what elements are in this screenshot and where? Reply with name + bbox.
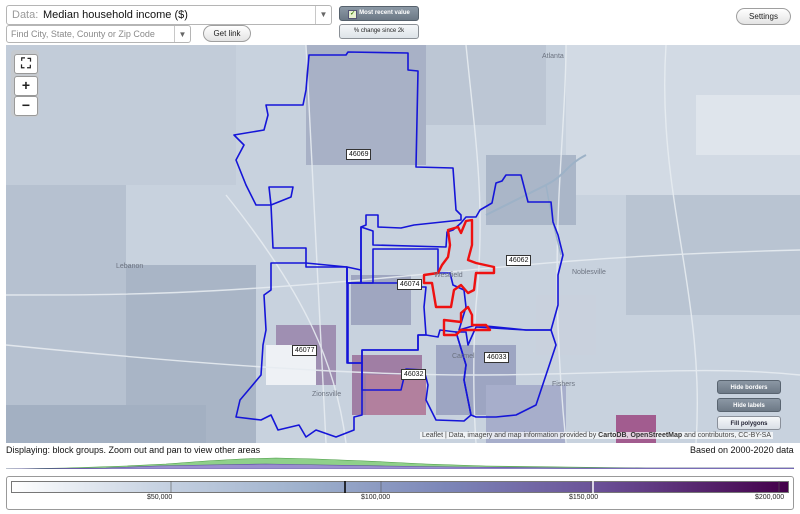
- legend-tick: $50,000: [147, 494, 173, 501]
- value-histogram: [6, 457, 794, 469]
- settings-button[interactable]: Settings: [736, 8, 791, 25]
- attribution-rest: and contributors, CC-BY-SA: [682, 432, 772, 439]
- chevron-down-icon[interactable]: ▼: [174, 26, 190, 42]
- place-label-westfield: Westfield: [434, 272, 463, 279]
- fill-polygons-button[interactable]: Fill polygons: [717, 416, 781, 430]
- get-link-button[interactable]: Get link: [203, 25, 251, 42]
- search-input[interactable]: [11, 29, 171, 39]
- legend-tick: $200,000: [755, 494, 785, 501]
- color-legend[interactable]: $50,000 $100,000 $150,000 $200,000: [6, 476, 794, 510]
- chevron-down-icon[interactable]: ▼: [315, 6, 331, 24]
- checkmark-icon: ✓: [348, 10, 358, 19]
- hide-labels-button[interactable]: Hide labels: [717, 398, 781, 412]
- zip-label-46062[interactable]: 46062: [506, 255, 532, 266]
- carto-link[interactable]: CartoDB: [598, 432, 627, 439]
- most-recent-label: Most recent value: [359, 10, 410, 16]
- displaying-status: Displaying: block groups. Zoom out and p…: [6, 445, 261, 455]
- zip-label-46074[interactable]: 46074: [397, 279, 423, 290]
- fit-bounds-icon[interactable]: ⛶: [14, 54, 38, 74]
- place-label-atlanta: Atlanta: [542, 53, 564, 60]
- legend-marks: [170, 481, 780, 493]
- zip-label-46033[interactable]: 46033: [484, 352, 510, 363]
- zip-label-46069[interactable]: 46069: [346, 149, 372, 160]
- legend-tick: $150,000: [569, 494, 599, 501]
- hide-borders-button[interactable]: Hide borders: [717, 380, 781, 394]
- based-on-text: Based on 2000-2020 data: [690, 445, 794, 455]
- pct-change-toggle[interactable]: % change since 2k: [339, 24, 419, 39]
- place-label-lebanon: Lebanon: [116, 263, 144, 270]
- map-canvas: [6, 45, 800, 443]
- most-recent-toggle[interactable]: ✓ Most recent value: [339, 6, 419, 21]
- leaflet-link[interactable]: Leaflet: [422, 432, 444, 439]
- map-attribution: Leaflet | Data, imagery and map informat…: [420, 432, 774, 439]
- zip-label-46077[interactable]: 46077: [292, 345, 318, 356]
- data-value: Median household income ($): [43, 9, 188, 21]
- place-label-zionsville: Zionsville: [312, 391, 342, 398]
- map-view[interactable]: ⛶ + − 46069 46062 46074 46077 46032 4603…: [6, 45, 800, 443]
- attribution-text: | Data, imagery and map information prov…: [443, 432, 599, 439]
- zip-label-46032[interactable]: 46032: [401, 369, 427, 380]
- legend-tick: $100,000: [361, 494, 391, 501]
- place-label-fishers: Fishers: [552, 381, 575, 388]
- zoom-out-button[interactable]: −: [14, 96, 38, 116]
- place-label-carmel: Carmel: [452, 353, 475, 360]
- data-label: Data:: [12, 9, 39, 21]
- zoom-in-button[interactable]: +: [14, 76, 38, 96]
- attribution-sep: ,: [626, 432, 631, 439]
- osm-link[interactable]: OpenStreetMap: [630, 432, 683, 439]
- legend-gradient-bar[interactable]: [11, 481, 789, 493]
- search-field[interactable]: ▼: [6, 25, 191, 43]
- place-label-noblesville: Noblesville: [572, 269, 606, 276]
- data-select[interactable]: Data: Median household income ($) ▼: [6, 5, 332, 25]
